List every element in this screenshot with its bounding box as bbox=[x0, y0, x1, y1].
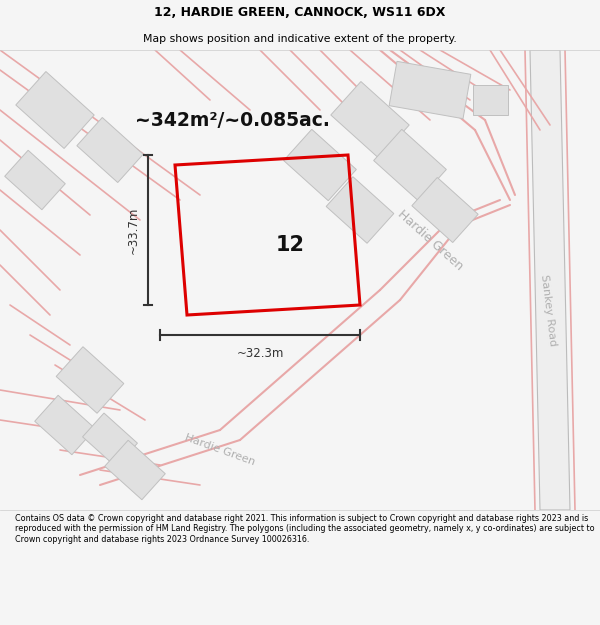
Polygon shape bbox=[77, 118, 143, 182]
Text: Sankey Road: Sankey Road bbox=[539, 274, 557, 346]
Polygon shape bbox=[530, 50, 570, 510]
Polygon shape bbox=[35, 395, 95, 455]
Polygon shape bbox=[331, 81, 409, 159]
Polygon shape bbox=[83, 413, 137, 467]
Text: ~342m²/~0.085ac.: ~342m²/~0.085ac. bbox=[135, 111, 330, 129]
Text: Hardie Green: Hardie Green bbox=[395, 208, 465, 272]
Polygon shape bbox=[473, 85, 508, 115]
Text: 12: 12 bbox=[275, 235, 305, 255]
Text: ~32.3m: ~32.3m bbox=[236, 347, 284, 360]
Polygon shape bbox=[374, 129, 446, 201]
Polygon shape bbox=[5, 150, 65, 210]
Polygon shape bbox=[326, 177, 394, 243]
Polygon shape bbox=[284, 129, 356, 201]
Polygon shape bbox=[56, 347, 124, 413]
Text: 12, HARDIE GREEN, CANNOCK, WS11 6DX: 12, HARDIE GREEN, CANNOCK, WS11 6DX bbox=[154, 6, 446, 19]
Polygon shape bbox=[389, 61, 471, 119]
Text: Hardie Green: Hardie Green bbox=[184, 432, 257, 468]
Text: Map shows position and indicative extent of the property.: Map shows position and indicative extent… bbox=[143, 34, 457, 44]
Text: Contains OS data © Crown copyright and database right 2021. This information is : Contains OS data © Crown copyright and d… bbox=[15, 514, 595, 544]
Polygon shape bbox=[412, 177, 478, 242]
Polygon shape bbox=[16, 71, 94, 149]
Polygon shape bbox=[105, 440, 165, 500]
Text: ~33.7m: ~33.7m bbox=[127, 206, 140, 254]
